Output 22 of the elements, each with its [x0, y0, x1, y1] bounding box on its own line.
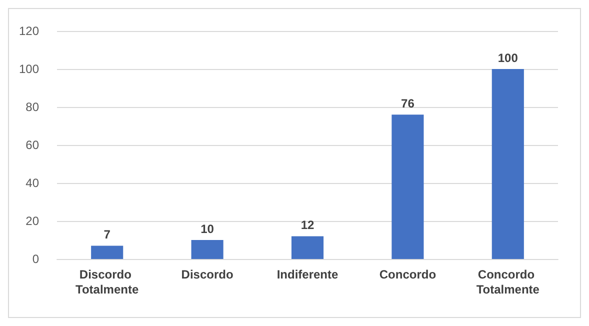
bar [392, 114, 424, 259]
bar [492, 69, 524, 259]
x-tick-label: Concordo [379, 268, 436, 282]
data-label: 76 [401, 96, 415, 111]
y-tick-label: 60 [26, 138, 40, 152]
x-tick-label: Concordo Totalmente [476, 268, 540, 296]
x-tick-label: Discordo Totalmente [76, 268, 139, 296]
y-tick-label: 40 [26, 176, 40, 190]
y-tick-label: 80 [26, 100, 40, 114]
bar [191, 240, 224, 259]
y-tick-label: 120 [18, 24, 40, 38]
x-tick-label: Discordo [181, 268, 234, 282]
x-tick-label: Indiferente [276, 268, 338, 282]
data-label: 12 [300, 218, 314, 232]
data-label: 7 [104, 228, 111, 242]
y-tick-label: 0 [32, 252, 40, 266]
bar [291, 236, 324, 259]
data-label: 10 [200, 222, 214, 236]
y-tick-label: 20 [26, 214, 40, 228]
bar [91, 246, 124, 259]
y-tick-label: 100 [18, 62, 40, 76]
data-label: 100 [498, 51, 518, 65]
